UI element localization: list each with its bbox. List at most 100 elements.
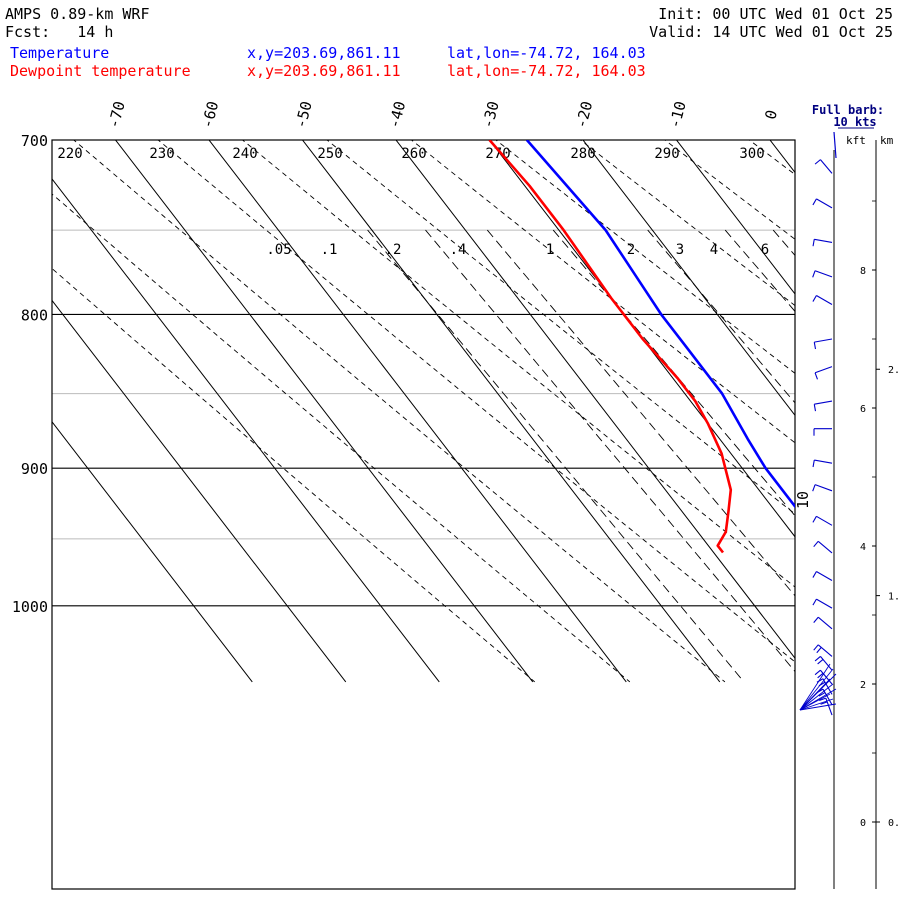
km-label-1: 1.: [888, 592, 900, 603]
wind-barb-13: [816, 571, 833, 581]
kft-label-0: 0: [860, 818, 866, 829]
wind-barb-flag-16-0: [813, 644, 819, 651]
wind-ray-4: [799, 683, 834, 711]
km-label-2: 2.: [888, 365, 900, 376]
wind-barb-4: [816, 295, 833, 305]
pressure-label-700: 700: [21, 132, 48, 150]
dry-adiabat-200: [52, 267, 535, 683]
dry-adiabat-270: [495, 140, 795, 374]
mixing-ratio-0.2: [486, 229, 795, 597]
wind-barb-2: [814, 238, 833, 243]
dry-adiabat-210: [52, 193, 631, 683]
wind-barb-5: [814, 338, 833, 343]
mixing-ratio-0.1: [425, 229, 795, 673]
wind-barb-flag-11-0: [812, 516, 817, 523]
isotherm-label--30: -30: [478, 99, 502, 130]
wind-barb-flag-2-0: [812, 239, 815, 247]
wind-barb-flag-16-1: [816, 647, 822, 654]
wind-barb-17: [820, 656, 833, 671]
wind-barb-flag-21-0: [819, 697, 827, 702]
pressure-label-900: 900: [21, 460, 48, 478]
wind-barb-flag-1-0: [812, 198, 817, 206]
dry-adiabat-230: [157, 140, 795, 663]
mixing-ratio-label-7: 4: [710, 242, 718, 258]
mixing-ratio-2: [724, 229, 795, 313]
wind-barb-1: [816, 198, 833, 209]
mixing-ratio-6: [860, 230, 900, 682]
isotherm--10: [675, 140, 795, 295]
isotherm--70: [114, 140, 534, 683]
wind-barb-flag-7-0: [813, 404, 817, 412]
wind-ray-8: [799, 703, 837, 711]
wind-barb-flag-9-0: [812, 459, 815, 468]
barb-legend-title: Full barb:: [812, 103, 884, 117]
legend-dewpoint-xy: x,y=203.69,861.11: [247, 62, 401, 80]
wind-barb-0: [820, 159, 833, 174]
pressure-label-1000: 1000: [12, 598, 48, 616]
dry-adiabat-label-240: 240: [232, 146, 257, 162]
isotherm-label--60: -60: [198, 99, 222, 130]
mixing-ratio-1: [647, 229, 795, 404]
dry-adiabat-label-220: 220: [57, 146, 82, 162]
wind-ray-3: [799, 678, 831, 711]
wind-barb-flag-17-1: [817, 659, 824, 665]
wind-barb-10: [814, 484, 833, 492]
mixing-ratio-label-6: 3: [676, 242, 684, 258]
mixing-ratio-label-4: 1: [546, 242, 554, 258]
wind-barb-flag-18-1: [817, 672, 824, 679]
wind-barb-flag-20-1: [818, 692, 826, 697]
wind-barb-flag-17-0: [814, 655, 821, 662]
dry-adiabat-250: [326, 140, 795, 515]
isotherm--30: [488, 140, 795, 538]
wind-ray-7: [799, 698, 834, 711]
isotherm--100: [52, 420, 253, 683]
isotherm-label--20: -20: [572, 99, 596, 130]
wind-barb-15: [817, 616, 833, 630]
wind-barb-flag-21-1: [820, 701, 828, 705]
legend-temperature-name: Temperature: [10, 44, 110, 62]
wind-barb-3: [814, 270, 833, 278]
dry-adiabat-260: [410, 140, 795, 444]
dry-adiabat-label-250: 250: [317, 146, 342, 162]
isotherm--40: [395, 140, 795, 660]
barb-unit-km: km: [880, 134, 894, 147]
dry-adiabat-label-230: 230: [149, 146, 174, 162]
forecast-hour: 14 h: [77, 23, 114, 41]
mixing-ratio-label-1: .1: [321, 242, 338, 258]
legend-dewpoint-latlon: lat,lon=-74.72, 164.03: [447, 62, 646, 80]
wind-barb-flag-5-0: [813, 342, 817, 350]
valid-time: Valid: 14 UTC Wed 01 Oct 25: [649, 23, 893, 41]
mixing-ratio-0.4: [552, 229, 795, 517]
series-dewpoint-line: [488, 140, 733, 554]
barb-legend-sample: [833, 131, 837, 159]
isotherm-label-0: 0: [761, 108, 781, 121]
isotherm--80: [52, 178, 440, 683]
dry-adiabat-label-280: 280: [570, 146, 595, 162]
init-time: Init: 00 UTC Wed 01 Oct 25: [658, 5, 893, 23]
wind-barb-14: [816, 598, 833, 609]
wind-barb-flag-0-0: [814, 159, 821, 165]
wind-barb-flag-6-0: [814, 372, 818, 380]
forecast-line: Fcst: 14 h: [5, 23, 113, 41]
wind-barb-20: [822, 688, 833, 705]
barb-unit-kft: kft: [846, 134, 866, 147]
wind-barb-flag-14-0: [812, 598, 817, 606]
pressure-label-800: 800: [21, 306, 48, 324]
wind-barb-flag-13-0: [812, 571, 817, 578]
kft-label-6: 6: [860, 404, 866, 415]
kft-label-8: 8: [860, 266, 866, 277]
dry-adiabat-label-300: 300: [739, 146, 764, 162]
isotherm-label--10: -10: [665, 99, 689, 130]
dry-adiabat-240: [241, 140, 795, 588]
legend-temperature-latlon: lat,lon=-74.72, 164.03: [447, 44, 646, 62]
isotherm--20: [582, 140, 795, 417]
kft-label-2: 2: [860, 680, 866, 691]
wind-barb-flag-10-0: [812, 484, 816, 492]
dry-adiabat-220: [73, 140, 726, 683]
wind-barb-11: [816, 515, 833, 526]
wind-barb-flag-3-0: [812, 270, 816, 278]
mixing-ratio-label-3: .4: [450, 242, 467, 258]
wind-ray-0: [799, 663, 831, 711]
wind-barb-flag-18-0: [814, 669, 821, 676]
